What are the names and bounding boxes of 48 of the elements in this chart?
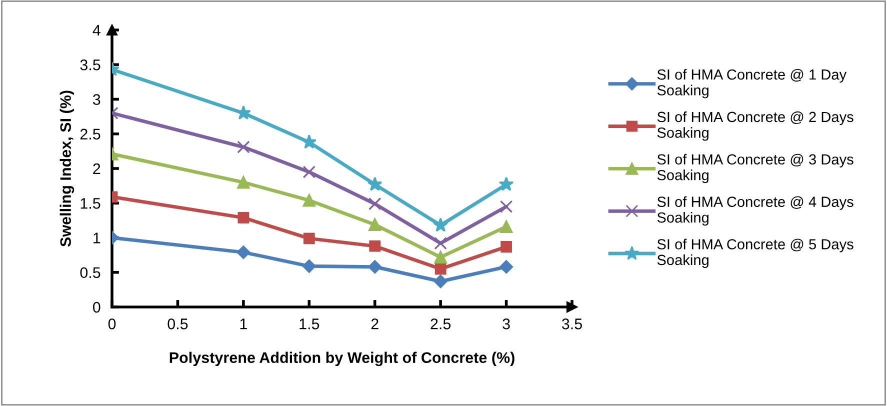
point	[498, 176, 514, 191]
point	[368, 218, 382, 231]
point	[369, 240, 381, 252]
y-tick-label: 1	[94, 232, 100, 244]
point	[434, 250, 447, 264]
y-tick-label: 0	[92, 302, 100, 313]
y-tick-label: 1.5	[80, 198, 100, 209]
legend-label: SI of HMA Concrete @ 1 Day Soaking	[657, 68, 847, 98]
point	[368, 260, 382, 274]
point	[367, 176, 382, 191]
x-tick-label: 0	[108, 318, 116, 330]
legend-label: SI of HMA Concrete @ 2 Days Soaking	[657, 111, 854, 141]
point	[237, 176, 250, 189]
point	[302, 166, 316, 178]
point	[500, 200, 513, 213]
y-tick-label: 0.5	[80, 267, 100, 278]
point	[238, 212, 250, 224]
x-tick-label: 1.5	[300, 318, 320, 330]
legend-label: SI of HMA Concrete @ 4 Days Soaking	[657, 196, 854, 226]
x-tick-label: 0.5	[168, 318, 188, 330]
y-tick-label: 3	[92, 94, 100, 105]
y-tick-label: 4	[92, 25, 100, 36]
y-axis-title: Swelling Index, SI (%)	[60, 90, 74, 247]
point	[368, 197, 382, 210]
x-tick-label: 2	[371, 318, 378, 330]
point	[302, 259, 316, 273]
x-tick-label: 3	[502, 318, 510, 330]
point	[433, 218, 448, 232]
x-tick-label: 3.5	[562, 318, 582, 330]
x-tick-label: 1	[240, 318, 247, 330]
point	[434, 263, 446, 275]
point	[303, 232, 315, 244]
point	[434, 274, 448, 288]
point	[237, 140, 250, 154]
point	[302, 134, 317, 149]
y-tick-label: 2.5	[80, 128, 100, 140]
point	[500, 241, 512, 252]
point	[302, 194, 316, 207]
point	[500, 260, 514, 274]
point	[434, 236, 447, 250]
x-tick-label: 2.5	[430, 318, 451, 330]
legend-label: SI of HMA Concrete @ 5 Days Soaking	[657, 238, 854, 268]
point	[500, 220, 513, 234]
y-tick-label: 2	[93, 163, 100, 174]
y-tick-label: 3.5	[80, 59, 100, 70]
point	[236, 246, 250, 260]
x-axis-title: Polystyrene Addition by Weight of Concrete (%)	[170, 352, 514, 366]
legend-label: SI of HMA Concrete @ 3 Days Soaking	[657, 154, 854, 184]
